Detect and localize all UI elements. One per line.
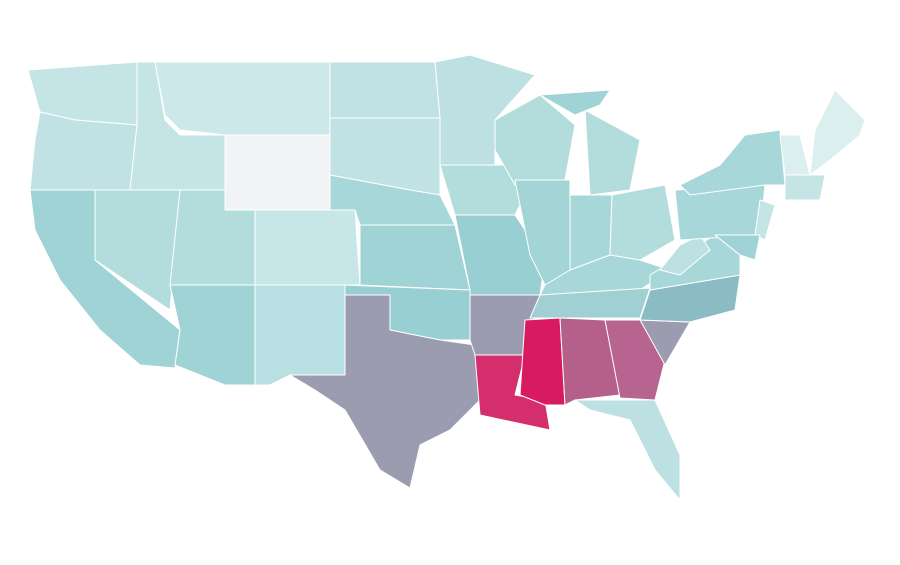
state-region: [359, 224, 471, 291]
state-region: [559, 317, 621, 406]
state-region: [289, 294, 481, 489]
state-region: [574, 399, 681, 501]
state-region: [224, 134, 331, 211]
state-region: [609, 184, 676, 261]
state-region: [604, 319, 666, 401]
state-region: [254, 284, 346, 386]
state-region: [254, 209, 361, 286]
state-region: [154, 61, 331, 136]
state-region: [714, 234, 761, 261]
state-region: [754, 199, 776, 241]
state-region: [784, 174, 826, 201]
state-region: [584, 109, 641, 196]
state-region: [539, 89, 611, 116]
state-region: [529, 287, 651, 319]
state-region: [659, 234, 711, 276]
state-region: [329, 61, 441, 119]
state-region: [29, 111, 138, 191]
state-region: [519, 317, 566, 406]
